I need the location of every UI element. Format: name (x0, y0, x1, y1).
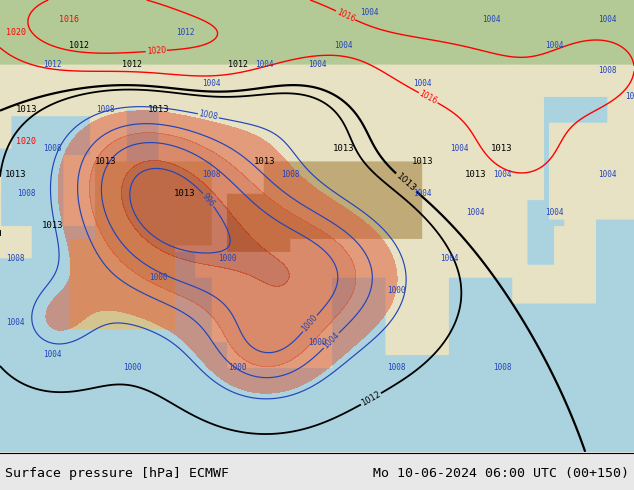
Text: 1004: 1004 (334, 41, 353, 49)
Text: 1000: 1000 (387, 286, 406, 295)
Text: 1000: 1000 (301, 313, 320, 334)
Text: 1004: 1004 (545, 41, 564, 49)
Text: 1004: 1004 (598, 15, 617, 24)
Text: 1012: 1012 (44, 60, 62, 69)
Text: Surface pressure [hPa] ECMWF: Surface pressure [hPa] ECMWF (5, 467, 229, 481)
Text: 1004: 1004 (413, 79, 432, 88)
Text: 1016: 1016 (418, 89, 439, 106)
Text: 1000: 1000 (228, 364, 247, 372)
Text: 1008: 1008 (198, 110, 219, 122)
Text: 1012: 1012 (228, 60, 248, 69)
Text: 1020: 1020 (16, 138, 36, 147)
Text: 1008: 1008 (387, 364, 406, 372)
Text: 1020: 1020 (146, 46, 166, 56)
Text: 1013: 1013 (394, 172, 418, 194)
Text: 1013: 1013 (412, 157, 434, 166)
Text: 1004: 1004 (361, 8, 379, 18)
Text: 1016: 1016 (59, 15, 79, 24)
Text: 1000: 1000 (218, 254, 236, 263)
Text: 1008: 1008 (281, 170, 300, 179)
Text: 1013: 1013 (16, 105, 37, 114)
Text: 1012: 1012 (69, 41, 89, 49)
Text: 1004: 1004 (466, 208, 485, 218)
Text: 1008: 1008 (96, 105, 115, 114)
Text: 1004: 1004 (493, 170, 511, 179)
Text: 1013: 1013 (491, 144, 513, 153)
Text: 1004: 1004 (202, 79, 221, 88)
Text: 1004: 1004 (321, 330, 342, 350)
Text: 1004: 1004 (598, 170, 617, 179)
Text: 1013: 1013 (254, 157, 275, 166)
Text: 1008: 1008 (6, 254, 25, 263)
Text: 1013: 1013 (148, 105, 169, 114)
Text: 1004: 1004 (450, 144, 469, 153)
Text: 1004: 1004 (44, 350, 62, 360)
Text: 1008: 1008 (202, 170, 221, 179)
Text: 1004: 1004 (307, 60, 327, 69)
Text: 1000: 1000 (307, 338, 327, 346)
Text: 1008: 1008 (598, 67, 617, 75)
Text: 1013: 1013 (174, 189, 196, 198)
Text: 996: 996 (200, 191, 216, 208)
Text: 1008: 1008 (624, 92, 634, 101)
Text: 1000: 1000 (149, 273, 168, 282)
Text: 1016: 1016 (335, 7, 356, 24)
Text: 1004: 1004 (255, 60, 273, 69)
Text: 1008: 1008 (17, 189, 36, 198)
Text: Mo 10-06-2024 06:00 UTC (00+150): Mo 10-06-2024 06:00 UTC (00+150) (373, 467, 629, 481)
Text: 1012: 1012 (359, 390, 382, 408)
Text: 1013: 1013 (42, 221, 63, 230)
Text: 1013: 1013 (5, 170, 27, 179)
Text: 1000: 1000 (123, 364, 141, 372)
Text: 1020: 1020 (6, 28, 26, 37)
Text: 1012: 1012 (122, 60, 142, 69)
Text: 1004: 1004 (413, 189, 432, 198)
Text: 1004: 1004 (545, 208, 564, 218)
Text: 1008: 1008 (493, 364, 511, 372)
Text: 1013: 1013 (333, 144, 354, 153)
Text: 1004: 1004 (482, 15, 501, 24)
Text: 1013: 1013 (465, 170, 486, 179)
Text: 1008: 1008 (44, 144, 62, 153)
Text: 1004: 1004 (6, 318, 25, 327)
Text: 1012: 1012 (176, 28, 194, 37)
Text: 1004: 1004 (440, 254, 458, 263)
Text: 1013: 1013 (95, 157, 117, 166)
